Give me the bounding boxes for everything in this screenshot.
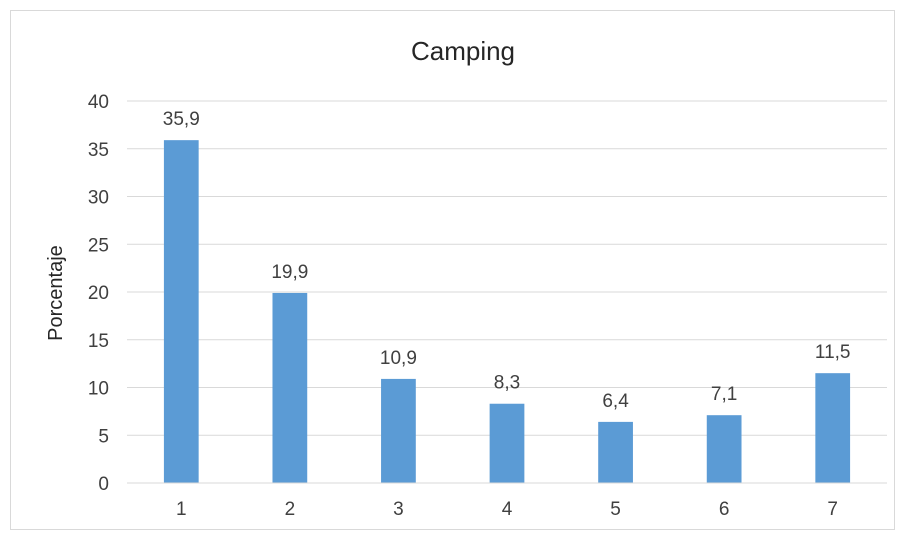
y-tick-label: 30 [88,188,109,209]
y-axis-label: Porcentaje [45,245,67,341]
y-tick-label: 35 [88,140,109,161]
data-label: 6,4 [602,391,629,412]
data-label: 10,9 [380,348,417,369]
y-tick-label: 15 [88,331,109,352]
y-axis-ticks: 0 5 10 15 20 25 30 35 40 [88,92,109,495]
x-tick-label: 3 [393,499,404,520]
bar [598,421,633,483]
x-axis-ticks: 1 2 3 4 5 6 7 [176,499,838,520]
x-tick-label: 4 [502,499,513,520]
bars [163,140,851,483]
chart-frame [10,10,895,530]
y-tick-label: 5 [98,426,109,447]
y-tick-label: 40 [88,92,109,113]
x-tick-label: 1 [176,499,187,520]
bar [272,292,308,483]
data-label: 19,9 [271,262,308,283]
x-tick-label: 5 [610,499,621,520]
chart-title: Camping [411,36,515,66]
gridlines [127,100,887,436]
x-tick-label: 6 [719,499,730,520]
x-tick-label: 2 [285,499,296,520]
x-tick-label: 7 [827,499,838,520]
data-label: 11,5 [815,342,851,363]
bar [381,378,416,483]
bar [706,415,742,483]
bar [489,403,525,483]
data-label: 7,1 [711,384,737,405]
bar [815,373,851,483]
data-labels: 35,9 19,9 10,9 8,3 6,4 7,1 11,5 [163,109,851,412]
y-tick-label: 0 [98,474,109,495]
y-tick-label: 25 [88,235,109,256]
data-label: 8,3 [494,373,520,394]
y-tick-label: 10 [88,379,109,400]
y-tick-label: 20 [88,283,109,304]
bar [163,140,199,483]
data-label: 35,9 [163,109,200,130]
